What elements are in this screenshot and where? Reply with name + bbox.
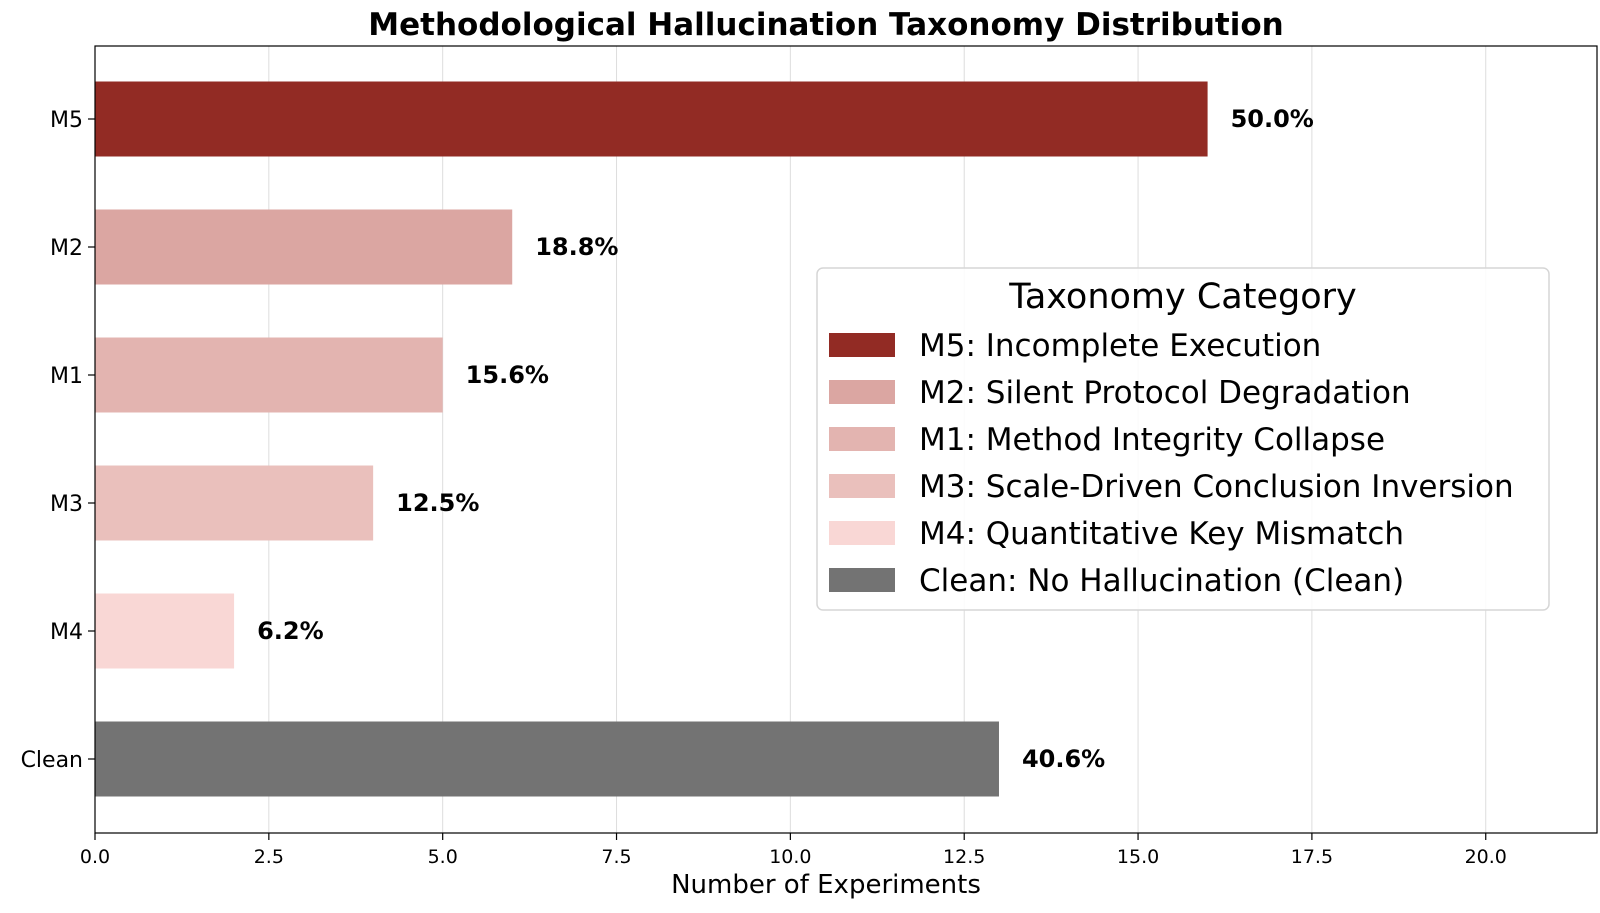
legend-entry-label: M2: Silent Protocol Degradation <box>919 375 1411 411</box>
bar-m1 <box>95 337 443 413</box>
data-label-m1: 15.6% <box>466 361 549 389</box>
legend-swatch <box>829 568 895 592</box>
data-label-m5: 50.0% <box>1231 105 1314 133</box>
legend-swatch <box>829 380 895 404</box>
x-tick-label: 0.0 <box>80 846 110 868</box>
bar-m2 <box>95 209 513 285</box>
data-label-clean: 40.6% <box>1022 745 1105 773</box>
legend-swatch <box>829 427 895 451</box>
legend-entry-label: M3: Scale-Driven Conclusion Inversion <box>919 469 1514 505</box>
bar-m5 <box>95 81 1208 157</box>
y-tick-label: M3 <box>50 492 83 517</box>
legend-swatch <box>829 333 895 357</box>
data-label-m2: 18.8% <box>535 233 618 261</box>
legend-entry-label: M1: Method Integrity Collapse <box>919 422 1385 458</box>
x-tick-label: 2.5 <box>254 846 284 868</box>
legend-entry-label: M5: Incomplete Execution <box>919 328 1321 364</box>
x-axis-label: Number of Experiments <box>671 870 981 900</box>
y-tick-label: M5 <box>50 108 83 133</box>
chart-title: Methodological Hallucination Taxonomy Di… <box>368 7 1283 43</box>
data-labels: 50.0% 18.8% 15.6% 12.5% 6.2% 40.6% <box>257 105 1314 773</box>
y-tick-label: M2 <box>50 236 83 261</box>
legend-swatch <box>829 521 895 545</box>
y-tick-label: M4 <box>50 620 83 645</box>
x-tick-label: 20.0 <box>1465 846 1507 868</box>
x-tick-label: 12.5 <box>943 846 985 868</box>
legend: Taxonomy Category M5: Incomplete Executi… <box>816 267 1550 611</box>
y-tick-label: Clean <box>21 748 83 773</box>
legend-swatch <box>829 474 895 498</box>
bar-m4 <box>95 593 235 669</box>
x-tick-label: 17.5 <box>1291 846 1333 868</box>
bars <box>95 81 1208 797</box>
legend-entry-label: M4: Quantitative Key Mismatch <box>919 516 1404 552</box>
legend-frame <box>816 267 1550 611</box>
x-tick-label: 7.5 <box>601 846 631 868</box>
x-tick-label: 15.0 <box>1117 846 1159 868</box>
y-tick-label: M1 <box>50 364 83 389</box>
x-tick-label: 5.0 <box>428 846 458 868</box>
x-tick-label: 10.0 <box>769 846 811 868</box>
bar-m3 <box>95 465 374 541</box>
data-label-m3: 12.5% <box>396 489 479 517</box>
legend-title: Taxonomy Category <box>1008 277 1357 317</box>
axes: 0.0 2.5 5.0 7.5 10.0 12.5 15.0 17.5 20.0 M5 M2 M1 M3… <box>21 45 1598 868</box>
data-label-m4: 6.2% <box>257 617 324 645</box>
legend-entries: M5: Incomplete Execution M2: Silent Proto… <box>829 328 1514 599</box>
plot-frame <box>94 45 1598 834</box>
bar-clean <box>95 721 999 797</box>
legend-entry-label: Clean: No Hallucination (Clean) <box>919 563 1404 599</box>
